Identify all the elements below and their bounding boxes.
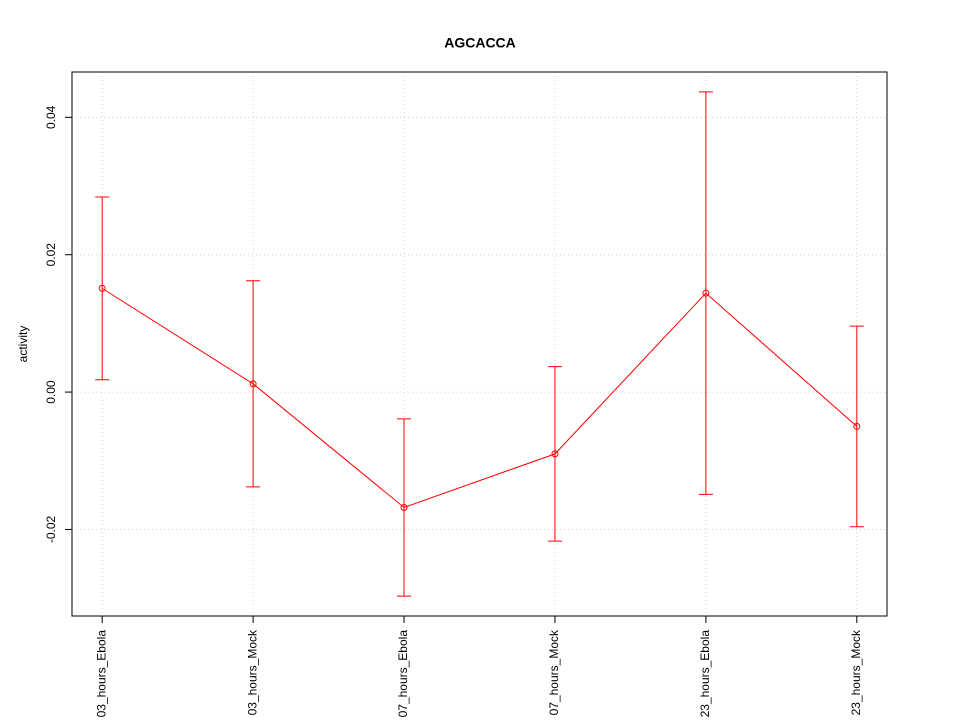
error-bar	[849, 325, 864, 528]
plot-frame	[71, 71, 888, 617]
x-tick-label: 03_hours_Mock	[245, 629, 259, 715]
error-bar	[547, 366, 562, 542]
data-point	[400, 503, 408, 511]
error-bar	[397, 418, 412, 597]
y-tick-label: 0.02	[44, 243, 58, 267]
data-point	[249, 380, 257, 388]
error-bar	[246, 280, 261, 488]
data-line	[101, 287, 858, 509]
y-tick-label: 0.00	[44, 380, 58, 404]
y-tick-label: 0.04	[44, 105, 58, 129]
chart-title: AGCACCA	[444, 35, 516, 51]
data-point	[702, 289, 710, 297]
error-bar	[95, 196, 110, 381]
y-tick-label: -0.02	[44, 515, 58, 543]
data-point	[853, 422, 861, 430]
x-tick-label: 07_hours_Mock	[547, 629, 561, 715]
x-tick-label: 03_hours_Ebola	[94, 630, 108, 718]
y-axis-label: activity	[16, 326, 30, 363]
x-tick-label: 23_hours_Mock	[849, 629, 863, 715]
error-bar	[698, 91, 713, 495]
data-point	[98, 284, 106, 292]
x-tick-label: 07_hours_Ebola	[396, 630, 410, 718]
x-tick-label: 23_hours_Ebola	[698, 630, 712, 718]
data-point	[551, 450, 559, 458]
